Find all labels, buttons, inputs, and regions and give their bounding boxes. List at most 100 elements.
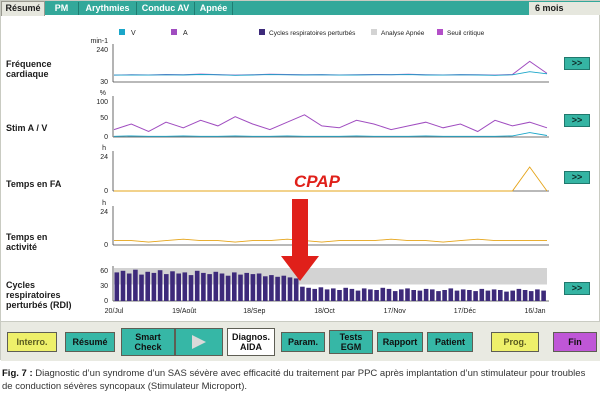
patient-button[interactable]: Patient — [427, 332, 473, 352]
rdi-bar — [411, 290, 416, 301]
rdi-bar — [516, 288, 522, 301]
rdi-bar — [399, 289, 404, 301]
rdi-bar — [151, 272, 157, 301]
rdi-bar — [473, 291, 478, 301]
rdi-bar — [479, 288, 485, 301]
resume-button[interactable]: Résumé — [65, 332, 115, 352]
hr-label-line1: Fréquence — [6, 59, 52, 69]
rdi-bar — [287, 277, 293, 301]
series-line-1-0 — [113, 114, 548, 133]
cpap-annotation: CPAP — [294, 172, 341, 191]
rdi-bar — [460, 289, 466, 301]
rdi-bar — [170, 271, 175, 301]
af-tick-top: 24 — [100, 154, 108, 161]
rdi-bar — [306, 287, 311, 301]
tab-apnee[interactable]: Apnée — [195, 2, 233, 15]
smart-check-button[interactable]: Smart Check — [121, 328, 175, 356]
tab-arythmies[interactable]: Arythmies — [79, 2, 137, 15]
tab-conduc-av[interactable]: Conduc AV — [137, 2, 195, 15]
rdi-bar — [207, 274, 212, 301]
stim-expand-button[interactable]: >> — [564, 114, 590, 127]
legend-swatch-cycles — [259, 29, 265, 35]
rdi-bar — [188, 275, 194, 301]
play-button[interactable] — [175, 328, 223, 356]
rdi-bar — [114, 272, 120, 301]
af-expand-button[interactable]: >> — [564, 171, 590, 184]
rdi-bar — [318, 287, 324, 302]
legend-swatch-threshold — [437, 29, 443, 35]
rdi-expand-button[interactable]: >> — [564, 282, 590, 295]
series-line-1-1 — [113, 132, 548, 137]
stim-tick-mid: 50 — [100, 115, 108, 122]
rdi-bar — [213, 271, 219, 301]
rdi-bar — [522, 290, 528, 301]
legend-swatch-apnea — [371, 29, 377, 35]
hr-tick-top: 240 — [96, 47, 108, 54]
hr-expand-button[interactable]: >> — [564, 57, 590, 70]
rdi-bar — [300, 286, 305, 301]
rdi-bar — [176, 273, 181, 301]
legend-swatch-a — [171, 29, 177, 35]
legend-a: A — [183, 30, 188, 37]
af-label: Temps en FA — [6, 179, 62, 189]
smart-check-line1: Smart — [135, 332, 161, 342]
rdi-bar — [269, 275, 274, 301]
rapport-button[interactable]: Rapport — [377, 332, 423, 352]
rdi-bar — [133, 269, 138, 301]
y-tick-labels: min-1 240 30 % 100 50 0 h 24 0 h 24 0 60… — [90, 38, 108, 305]
rdi-bar — [120, 270, 126, 302]
rdi-bar — [361, 288, 367, 301]
series-line-3-0 — [114, 238, 547, 243]
x-tick-label: 17/Nov — [384, 308, 407, 315]
rdi-bar — [368, 289, 373, 301]
hr-tick-bottom: 30 — [100, 79, 108, 86]
x-tick-label: 20/Jul — [105, 308, 124, 315]
stim-tick-top: 100 — [96, 99, 108, 106]
plot-area: Fréquence cardiaque Stim A / V Temps en … — [1, 16, 600, 321]
prog-button[interactable]: Prog. — [491, 332, 539, 352]
rdi-label-line3: perturbés (RDI) — [6, 300, 72, 310]
tab-pm[interactable]: PM — [45, 2, 79, 15]
rdi-bar — [349, 288, 355, 301]
rdi-bar — [201, 272, 206, 301]
x-tick-label: 18/Oct — [314, 308, 335, 315]
rdi-bar — [510, 290, 515, 301]
rdi-bar — [430, 289, 435, 301]
rdi-bar — [380, 287, 386, 301]
rdi-bar — [281, 275, 287, 301]
rdi-bar — [386, 288, 392, 301]
param-button[interactable]: Param. — [281, 332, 325, 352]
rdi-tick-mid: 30 — [100, 283, 108, 290]
stim-label: Stim A / V — [6, 123, 48, 133]
activity-unit: h — [102, 200, 106, 207]
hr-label: Fréquence cardiaque — [6, 59, 52, 79]
tests-egm-button[interactable]: Tests EGM — [329, 330, 373, 354]
hr-unit: min-1 — [90, 38, 108, 45]
x-tick-label: 17/Déc — [454, 308, 477, 315]
stim-tick-bottom: 0 — [104, 134, 108, 141]
smart-check-line2: Check — [134, 342, 162, 352]
diagnos-line2: AIDA — [240, 342, 262, 352]
rdi-bar — [392, 291, 398, 301]
x-tick-label: 18/Sep — [243, 308, 265, 315]
trend-charts: V A Cycles respiratoires perturbés Analy… — [90, 29, 549, 315]
diagnos-aida-button[interactable]: Diagnos. AIDA — [227, 328, 275, 356]
rdi-bar — [126, 273, 132, 301]
rdi-bar — [164, 274, 169, 301]
rdi-bar — [293, 278, 299, 301]
rdi-bar — [312, 288, 317, 301]
interro-button[interactable]: Interro. — [7, 332, 57, 352]
tab-resume[interactable]: Résumé — [1, 1, 45, 16]
rdi-bar — [541, 290, 546, 301]
period-selector[interactable]: 6 mois — [529, 2, 600, 15]
diagnos-line1: Diagnos. — [231, 332, 270, 342]
rdi-bar — [263, 276, 268, 302]
rdi-bar — [374, 290, 379, 301]
rdi-bar — [238, 274, 243, 301]
rdi-bar — [485, 290, 491, 301]
rdi-bar — [355, 290, 361, 301]
fin-button[interactable]: Fin — [553, 332, 597, 352]
rdi-bar — [182, 272, 188, 301]
rdi-label-line2: respiratoires — [6, 290, 61, 300]
rdi-bar — [504, 291, 509, 301]
